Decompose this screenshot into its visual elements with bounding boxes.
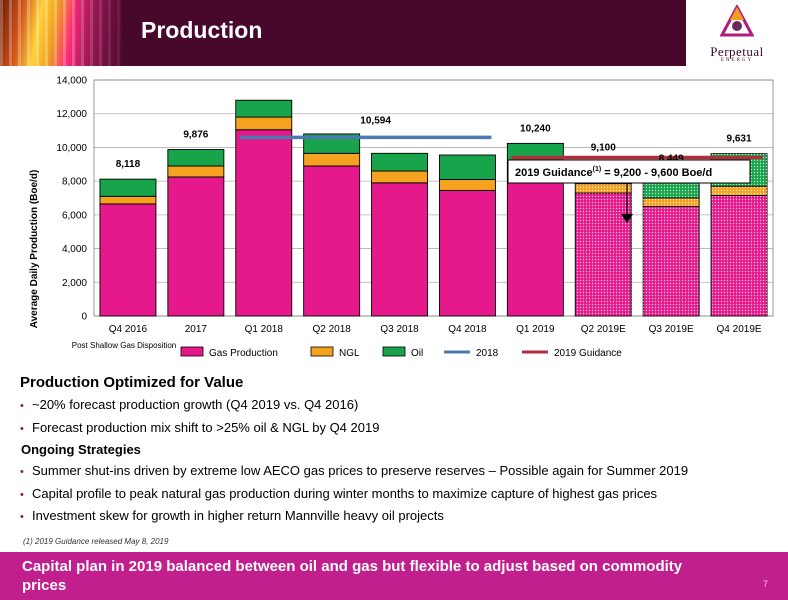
section-title: Production Optimized for Value <box>20 374 244 391</box>
footer-text: Capital plan in 2019 balanced between oi… <box>22 558 683 594</box>
total-label: 8,449 <box>659 154 684 165</box>
y-tick-label: 6,000 <box>62 210 87 221</box>
svg-text:2019 Guidance(1) = 9,200 - 9,6: 2019 Guidance(1) = 9,200 - 9,600 Boe/d <box>515 166 712 179</box>
forecast-pattern <box>575 192 632 316</box>
bar-oil <box>99 178 157 197</box>
bullet-dot-icon: • <box>20 489 24 501</box>
bullet-dot-icon: • <box>20 400 24 412</box>
forecast-pattern <box>643 198 700 207</box>
bar-gas-production <box>235 129 293 317</box>
y-tick-label: 4,000 <box>62 244 87 255</box>
production-chart: 02,0004,0006,0008,00010,00012,00014,000 … <box>29 76 774 359</box>
header-banner: Production <box>0 0 686 66</box>
total-label: 9,100 <box>591 143 616 154</box>
legend-label: Oil <box>411 348 423 359</box>
bar-oil <box>167 149 225 167</box>
x-tick-label: 2017 <box>185 324 208 335</box>
header-photo-fade <box>70 0 140 66</box>
bar-oil <box>439 154 496 180</box>
annotation-prefix: 2019 Guidance <box>515 167 593 179</box>
total-label: 8,118 <box>116 159 141 170</box>
total-label: 9,631 <box>727 134 752 145</box>
x-tick-label: Q1 2019 <box>516 324 555 335</box>
logo-name: Perpetual <box>710 44 764 59</box>
annotation-suffix: = 9,200 - 9,600 Boe/d <box>601 167 712 179</box>
bullet-5: • Investment skew for growth in higher re… <box>20 508 444 523</box>
bar-gas-production <box>439 189 496 317</box>
reference-line-label: 10,594 <box>360 115 391 126</box>
forecast-pattern <box>711 195 768 316</box>
guidance-annotation: 2019 Guidance(1) = 9,200 - 9,600 Boe/d <box>507 159 751 223</box>
x-tick-label: Q4 2016 <box>109 324 148 335</box>
bar-ngl <box>167 165 225 178</box>
forecast-pattern <box>575 183 632 193</box>
legend-label: Gas Production <box>209 348 278 359</box>
bullet-dot-icon: • <box>20 423 24 435</box>
bar-oil <box>371 152 428 172</box>
bar-ngl <box>235 116 293 131</box>
x-tick-label: Q3 2019E <box>649 324 694 335</box>
logo-mark-icon <box>720 5 754 37</box>
bar-ngl <box>371 170 428 184</box>
x-category-note: Post Shallow Gas Disposition <box>72 341 177 350</box>
footnote: (1) 2019 Guidance released May 8, 2019 <box>23 537 169 546</box>
bullet-dot-icon: • <box>20 511 24 523</box>
bar-gas-production <box>167 176 225 317</box>
legend-swatch <box>180 346 204 357</box>
legend-swatch <box>310 346 334 357</box>
y-tick-label: 2,000 <box>62 278 87 289</box>
company-logo: Perpetual ENERGY <box>686 0 788 66</box>
y-tick-label: 8,000 <box>62 177 87 188</box>
logo-sub: ENERGY <box>720 58 754 63</box>
x-tick-label: Q4 2019E <box>717 324 762 335</box>
page-number: 7 <box>763 579 769 589</box>
bar-ngl <box>303 152 361 167</box>
x-tick-label: Q2 2019E <box>581 324 626 335</box>
y-axis-label: Average Daily Production (Boe/d) <box>29 170 40 329</box>
bullet-2: • Forecast production mix shift to >25% o… <box>20 420 380 435</box>
subheading: Ongoing Strategies <box>21 442 141 457</box>
page-title: Production <box>141 17 263 43</box>
bar-gas-production <box>506 175 564 317</box>
y-tick-label: 14,000 <box>56 76 87 87</box>
bar-gas-production <box>99 203 157 317</box>
legend-label: 2019 Guidance <box>554 348 622 359</box>
bar-gas-production <box>371 182 428 317</box>
forecast-pattern <box>711 186 768 196</box>
bullet-4: • Capital profile to peak natural gas pro… <box>20 486 658 501</box>
x-tick-label: Q3 2018 <box>380 324 419 335</box>
forecast-pattern <box>643 206 700 316</box>
bar-ngl <box>439 179 496 191</box>
legend-swatch <box>382 346 406 357</box>
y-tick-label: 0 <box>81 312 87 323</box>
bar-oil <box>235 99 293 118</box>
bullet-1: • ~20% forecast production growth (Q4 201… <box>20 397 359 412</box>
y-tick-label: 12,000 <box>56 109 87 120</box>
x-tick-label: Q1 2018 <box>245 324 284 335</box>
annotation-sup: (1) <box>593 166 602 173</box>
total-label: 9,876 <box>183 130 208 141</box>
y-tick-label: 10,000 <box>56 143 87 154</box>
bullet-3: • Summer shut-ins driven by extreme low A… <box>20 463 689 478</box>
x-tick-label: Q2 2018 <box>312 324 351 335</box>
total-label: 10,240 <box>520 123 551 134</box>
bar-ngl <box>99 195 157 205</box>
legend: Gas Production NGL Oil 2018 2019 Guidance <box>180 346 622 359</box>
footer-banner: Capital plan in 2019 balanced between oi… <box>0 552 788 600</box>
legend-label: 2018 <box>476 348 499 359</box>
bar-gas-production <box>303 165 361 317</box>
x-tick-label: Q4 2018 <box>448 324 487 335</box>
plot-frame <box>93 79 774 317</box>
bullet-dot-icon: • <box>20 466 24 478</box>
legend-label: NGL <box>339 348 360 359</box>
